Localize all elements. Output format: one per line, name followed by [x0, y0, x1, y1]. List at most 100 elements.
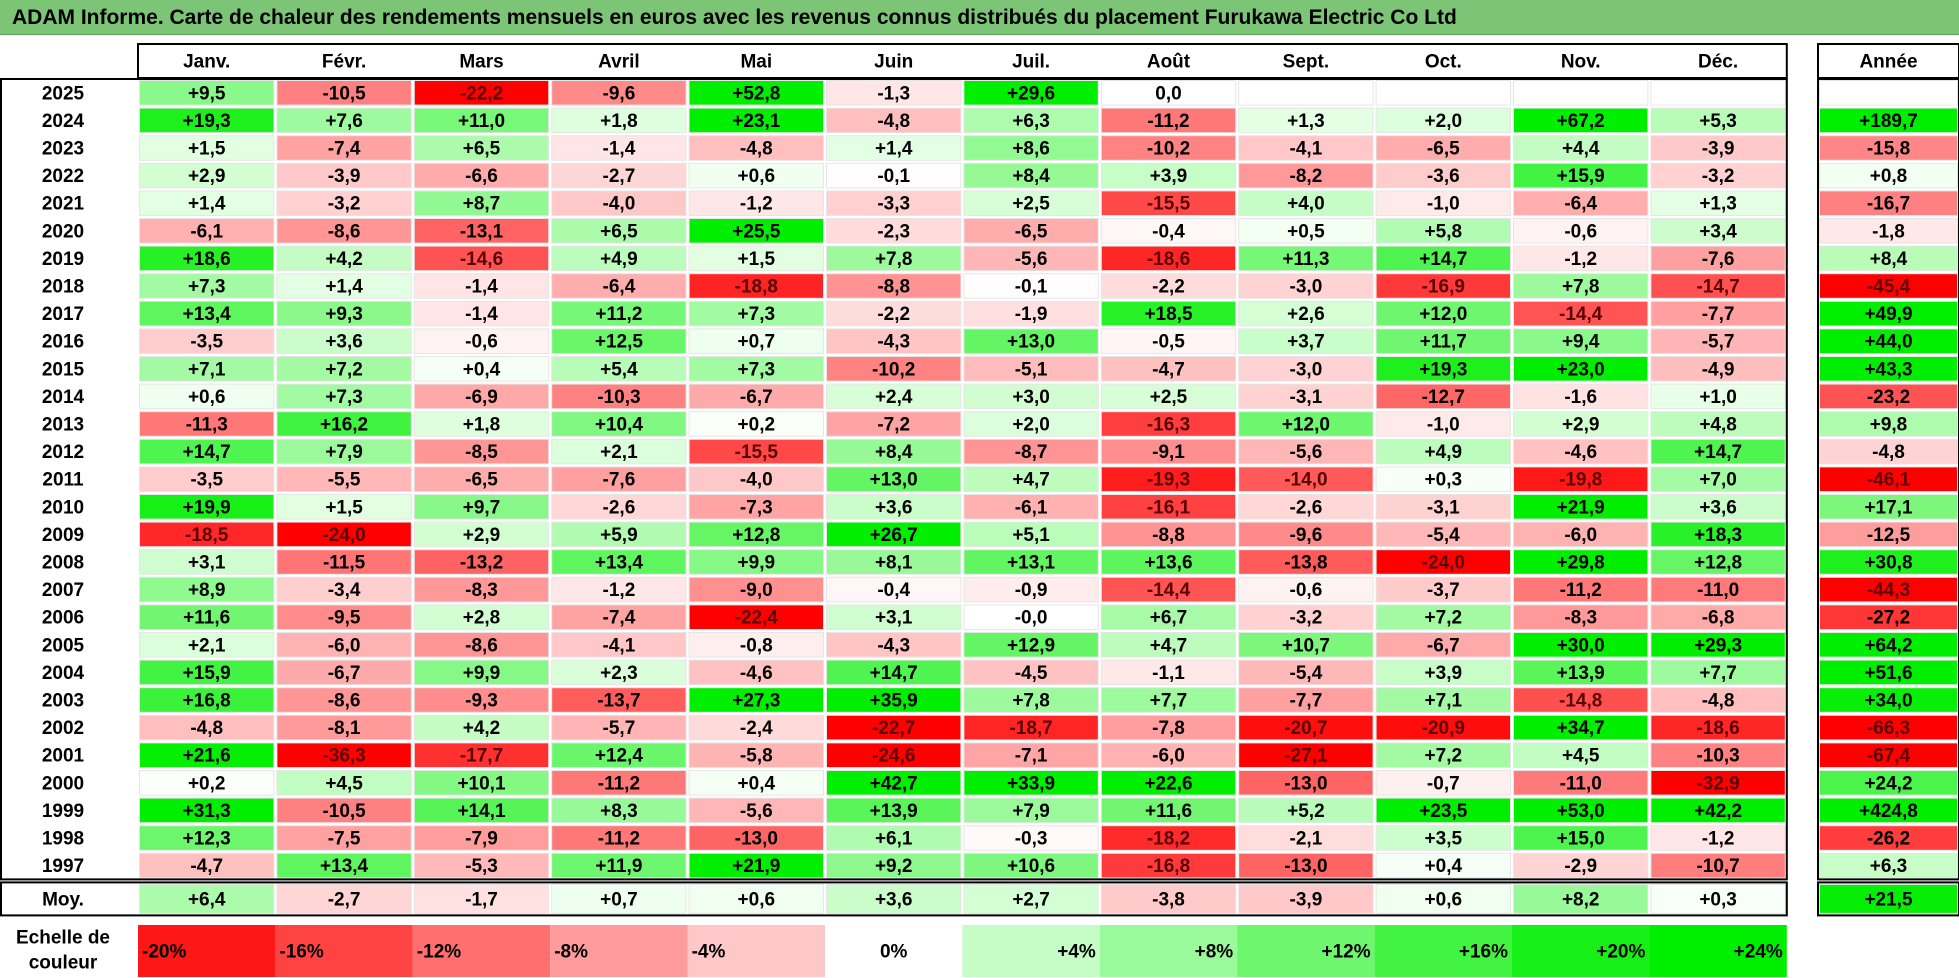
average-value: +0,6	[1425, 889, 1463, 910]
heatmap-cell	[413, 797, 550, 824]
scale-step-label: +12%	[1321, 942, 1370, 963]
cell-value: -8,5	[465, 442, 498, 463]
cell-value: +31,3	[183, 801, 231, 822]
cell-value: +53,0	[1557, 801, 1605, 822]
cell-value: +7,3	[325, 387, 363, 408]
average-value: +0,6	[738, 889, 776, 910]
heatmap-cell	[1513, 245, 1649, 272]
year-label: 1999	[42, 801, 84, 822]
year-label: 2022	[42, 166, 84, 187]
heatmap-cell	[551, 797, 687, 824]
heatmap-cell	[1238, 549, 1374, 575]
month-header: Oct.	[1425, 52, 1462, 73]
cell-value: -5,6	[740, 801, 773, 822]
heatmap-cell	[1100, 356, 1237, 382]
cell-value: +3,6	[325, 332, 363, 353]
heatmap-cell	[551, 356, 687, 382]
average-cell	[963, 883, 1099, 914]
heatmap-cell	[1375, 135, 1511, 161]
annual-value: +0,8	[1870, 166, 1908, 187]
heatmap-cell	[1375, 825, 1511, 851]
annual-value: -26,2	[1867, 829, 1910, 850]
heatmap-cell	[1650, 107, 1786, 134]
cell-value: -9,6	[1290, 525, 1323, 546]
annual-cell	[1819, 576, 1958, 603]
cell-value: -6,0	[328, 635, 361, 656]
heatmap-cell	[1650, 356, 1786, 382]
cell-value: +42,2	[1694, 801, 1742, 822]
heatmap-cell	[826, 549, 962, 575]
cell-value: -5,3	[465, 856, 498, 877]
heatmap-cell	[1100, 687, 1237, 713]
year-label: 2023	[42, 139, 84, 160]
heatmap-cell	[688, 80, 824, 106]
heatmap-cell	[1375, 770, 1511, 796]
heatmap-cell	[688, 245, 824, 272]
cell-value: -20,7	[1284, 718, 1327, 739]
heatmap-cell	[1375, 687, 1511, 713]
year-label: 2004	[42, 663, 85, 684]
heatmap-cell	[413, 356, 550, 382]
heatmap-cell	[276, 797, 412, 824]
heatmap-cell	[1100, 659, 1237, 686]
heatmap-cell	[826, 714, 962, 741]
heatmap-cell	[688, 549, 824, 575]
cell-value: -1,1	[1152, 663, 1185, 684]
cell-value: +12,0	[1419, 304, 1467, 325]
heatmap-cell	[1100, 80, 1237, 106]
heatmap-cell	[413, 328, 550, 354]
cell-value: -2,2	[1152, 277, 1185, 298]
heatmap-cell	[1100, 549, 1237, 575]
annual-cell	[1819, 107, 1958, 134]
heatmap-cell	[963, 162, 1099, 189]
heatmap-cell	[826, 162, 962, 189]
cell-value: +1,3	[1699, 194, 1737, 215]
cell-value: -14,0	[1284, 470, 1327, 491]
annual-cell	[1819, 852, 1958, 879]
cell-value: +9,9	[738, 553, 776, 574]
cell-value: -22,7	[872, 718, 915, 739]
heatmap-cell	[551, 852, 687, 879]
heatmap-cell	[551, 466, 687, 492]
cell-value: +9,5	[188, 83, 226, 104]
heatmap-cell	[551, 190, 687, 216]
year-label: 2001	[42, 746, 85, 767]
heatmap-cell	[551, 107, 687, 134]
annual-cell	[1819, 466, 1958, 492]
heatmap-cell	[551, 383, 687, 410]
heatmap-cell	[1238, 328, 1374, 354]
heatmap-cell	[1238, 852, 1374, 879]
cell-value: -14,8	[1559, 691, 1602, 712]
average-annual-value: +21,5	[1864, 889, 1913, 910]
cell-value: +6,1	[875, 829, 913, 850]
heatmap-cell	[826, 356, 962, 382]
heatmap-cell	[1238, 107, 1374, 134]
heatmap-cell	[1238, 162, 1374, 189]
heatmap-cell	[276, 825, 412, 851]
cell-value: -1,4	[465, 277, 498, 298]
cell-value: +15,9	[183, 663, 231, 684]
heatmap-cell	[1238, 135, 1374, 161]
annual-cell	[1819, 742, 1958, 769]
heatmap-cell	[139, 438, 275, 465]
heatmap-cell	[551, 245, 687, 272]
cell-value: -4,7	[1152, 359, 1185, 380]
cell-value: +4,7	[1012, 470, 1050, 491]
annual-value: +8,4	[1870, 249, 1908, 270]
heatmap-cell	[413, 411, 550, 437]
heatmap-cell	[963, 273, 1099, 299]
heatmap-cell	[1238, 659, 1374, 686]
heatmap-cell	[963, 797, 1099, 824]
heatmap-cell	[1650, 687, 1786, 713]
cell-value: -4,0	[740, 470, 773, 491]
average-value: +8,2	[1562, 889, 1600, 910]
average-value: -3,9	[1290, 889, 1323, 910]
annual-value: -66,3	[1867, 718, 1910, 739]
cell-value: +0,4	[1425, 856, 1463, 877]
scale-swatch	[138, 925, 276, 977]
cell-value: -9,6	[603, 83, 636, 104]
scale-swatch	[1512, 925, 1650, 977]
heatmap-cell	[1513, 190, 1649, 216]
cell-value: -10,3	[1696, 746, 1739, 767]
heatmap-cell	[551, 411, 687, 437]
